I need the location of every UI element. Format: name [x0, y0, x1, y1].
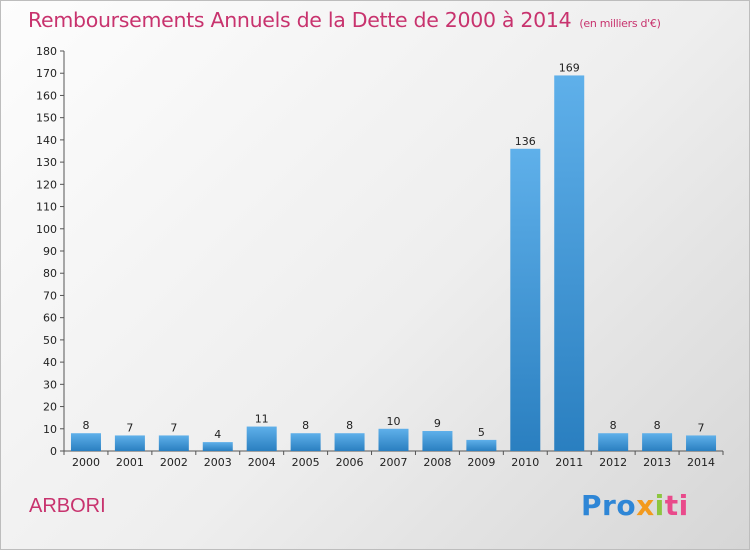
data-label: 11 [255, 413, 269, 426]
bars [70, 75, 717, 451]
bar [378, 428, 409, 451]
y-tick-label: 140 [36, 134, 57, 147]
y-tick-label: 180 [36, 45, 57, 58]
y-tick-label: 10 [43, 423, 57, 436]
data-label: 8 [302, 419, 309, 432]
y-tick-label: 70 [43, 289, 57, 302]
data-label: 7 [126, 421, 133, 434]
chart-unit-label: (en milliers d'€) [579, 17, 661, 30]
bar [114, 435, 145, 451]
y-tick-label: 20 [43, 401, 57, 414]
y-tick-label: 150 [36, 112, 57, 125]
brand-logo-part: x [636, 489, 655, 522]
y-tick-label: 40 [43, 356, 57, 369]
y-tick-label: 170 [36, 67, 57, 80]
bar [70, 433, 101, 451]
x-tick-label: 2007 [380, 456, 408, 469]
bar [598, 433, 629, 451]
chart-title: Remboursements Annuels de la Dette de 20… [28, 8, 661, 32]
data-label: 5 [478, 426, 485, 439]
y-tick-label: 120 [36, 178, 57, 191]
y-tick-label: 90 [43, 245, 57, 258]
y-tick-label: 130 [36, 156, 57, 169]
data-label: 7 [698, 421, 705, 434]
x-tick-label: 2008 [423, 456, 451, 469]
x-tick-label: 2010 [511, 456, 539, 469]
data-label: 4 [214, 428, 221, 441]
y-tick-label: 80 [43, 267, 57, 280]
brand-logo-part: Pro [581, 489, 637, 522]
y-tick-label: 50 [43, 334, 57, 347]
data-label: 136 [515, 135, 536, 148]
bar [158, 435, 189, 451]
bar [554, 75, 585, 451]
brand-logo-part: i [654, 489, 665, 522]
y-tick-label: 30 [43, 378, 57, 391]
bar [510, 148, 541, 451]
chart-title-text: Remboursements Annuels de la Dette de 20… [28, 8, 572, 32]
x-tick-label: 2006 [336, 456, 364, 469]
data-label: 8 [654, 419, 661, 432]
y-tick-label: 110 [36, 201, 57, 214]
bar [466, 439, 497, 451]
data-label: 7 [170, 421, 177, 434]
x-tick-label: 2013 [643, 456, 671, 469]
axes: 0 10 20 30 40 50 60 70 80 90 100 110 120 130 140 150 160… [36, 45, 724, 469]
data-label: 8 [82, 419, 89, 432]
x-tick-label: 2001 [116, 456, 144, 469]
bar [422, 431, 453, 451]
x-tick-label: 2009 [467, 456, 495, 469]
y-tick-label: 160 [36, 89, 57, 102]
bar [246, 426, 277, 451]
x-tick-label: 2014 [687, 456, 715, 469]
bar [686, 435, 717, 451]
x-tick-label: 2002 [160, 456, 188, 469]
x-tick-label: 2012 [599, 456, 627, 469]
x-tick-label: 2011 [555, 456, 583, 469]
y-tick-label: 100 [36, 223, 57, 236]
data-label: 8 [610, 419, 617, 432]
y-tick-label: 0 [50, 445, 57, 458]
place-name: ARBORI [29, 495, 106, 517]
brand-logo-part: ti [664, 489, 689, 522]
x-tick-label: 2003 [204, 456, 232, 469]
data-label: 10 [387, 415, 401, 428]
bar [290, 433, 321, 451]
bar [202, 442, 233, 451]
bar [334, 433, 365, 451]
brand-logo: Proxiti [581, 489, 689, 522]
x-tick-label: 2004 [248, 456, 276, 469]
y-tick-label: 60 [43, 312, 57, 325]
x-tick-label: 2000 [72, 456, 100, 469]
data-label: 8 [346, 419, 353, 432]
bar [642, 433, 673, 451]
x-tick-label: 2005 [292, 456, 320, 469]
data-label: 169 [559, 61, 580, 74]
data-label: 9 [434, 417, 441, 430]
